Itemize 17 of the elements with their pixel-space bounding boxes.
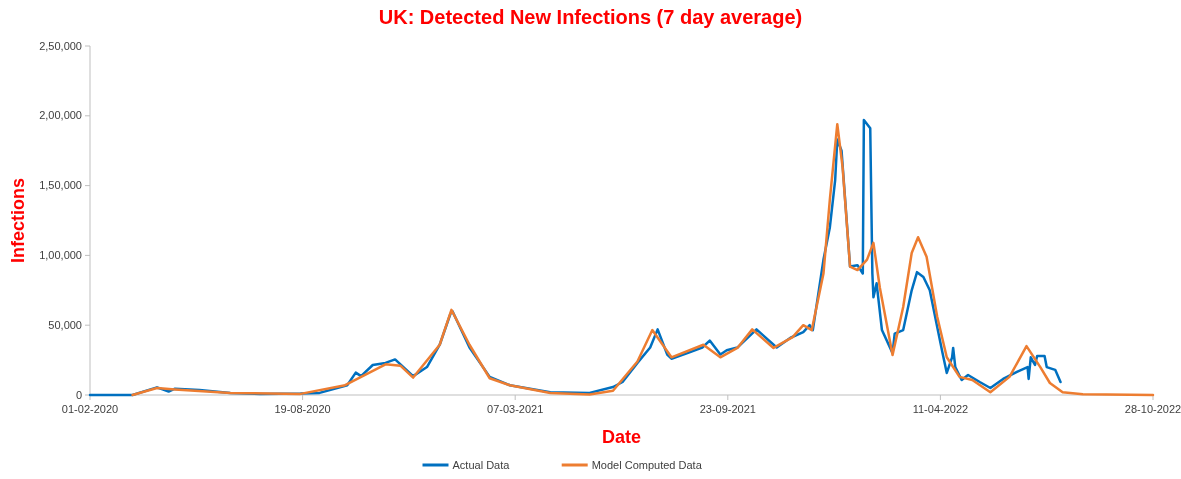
y-tick-label: 1,50,000 (39, 179, 82, 192)
legend-label: Model Computed Data (591, 459, 703, 471)
x-tick-label: 01-02-2020 (61, 403, 119, 415)
x-tick-label: 11-04-2022 (912, 403, 969, 415)
x-tick-label: 19-08-2020 (274, 403, 331, 415)
legend-label: Actual Data (452, 459, 511, 471)
x-axis-title: Date (601, 427, 642, 447)
x-tick-label: 28-10-2022 (1124, 403, 1181, 415)
x-tick-label: 07-03-2021 (487, 403, 544, 415)
y-tick-label: 2,00,000 (39, 109, 82, 122)
y-tick-label: 50,000 (48, 318, 82, 331)
y-tick-label: 2,50,000 (39, 39, 82, 52)
y-axis-title: Infections (8, 177, 28, 264)
x-tick-label: 23-09-2021 (699, 403, 756, 415)
chart-title: UK: Detected New Infections (7 day average) (378, 6, 803, 28)
y-tick-label: 1,00,000 (39, 248, 82, 261)
y-tick-label: 0 (75, 388, 82, 401)
